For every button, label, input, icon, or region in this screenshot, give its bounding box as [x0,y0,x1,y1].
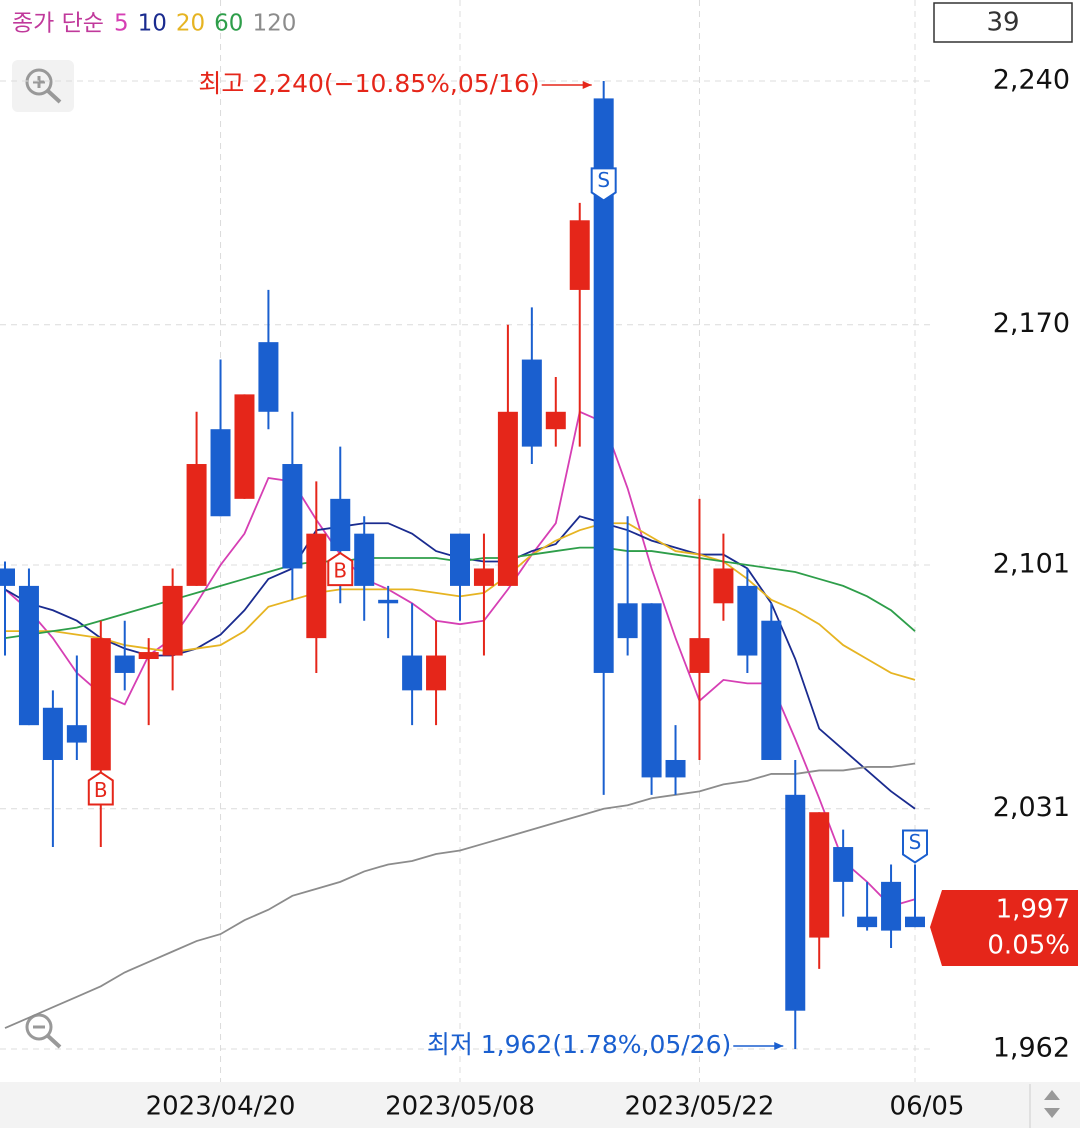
signal-badge [327,551,354,587]
high-annotation: 최고 2,240(−10.85%,05/16) [198,69,539,98]
candle-body [569,220,590,290]
candle-body [665,759,686,778]
zoom-in-icon[interactable] [25,68,53,96]
zoom-out-icon[interactable] [25,1013,53,1041]
candle-body [593,98,614,673]
candle-body [42,707,63,760]
signal-label: B [94,778,108,802]
x-tick-label: 06/05 [890,1092,965,1122]
change-label: 0.05% [987,931,1070,961]
candle-body [809,812,830,938]
price-tag [930,890,1078,966]
signal-badge [590,167,617,202]
candle-body [258,342,279,412]
legend-entry: 10 [138,11,167,37]
zoom-in[interactable] [12,60,74,112]
candle-body [497,411,518,586]
candle-body [737,585,758,656]
zoom-in-icon[interactable] [46,89,62,104]
candle-body [378,599,399,604]
candle-body [833,847,854,882]
candle-body [857,916,878,928]
candle-body [689,638,710,673]
signal-badge [902,829,928,864]
candle-body [713,568,734,604]
signal-marker: S [902,829,928,864]
count-label: 39 [986,8,1019,38]
annotation-arrowhead [582,81,592,89]
candle-body [162,585,183,656]
candle-body [881,881,902,931]
ma-line [4,762,916,1029]
candle-body [66,725,87,743]
signal-label: S [597,168,610,192]
candle-body [114,655,135,673]
candle-body [426,655,447,691]
signal-label: B [333,559,347,583]
signal-marker: B [87,771,114,806]
candle-body [545,411,566,430]
candle-body [306,533,327,639]
candle-body [761,620,782,760]
scroll-up[interactable] [1044,1090,1060,1100]
candle-body [617,603,638,639]
legend-title: 종가 단순 [12,11,104,37]
signal-label: S [909,830,922,854]
scroll-down[interactable] [1044,1108,1060,1118]
signal-marker: S [590,167,617,202]
candle-body [473,568,494,586]
candle-body [354,533,375,586]
annotation-arrowhead [774,1042,784,1050]
legend-entry: 120 [252,11,296,37]
zoom-in-bg[interactable] [12,60,74,112]
candle-body [282,464,303,569]
x-tick-label: 2023/05/22 [625,1092,775,1122]
scroll-control[interactable] [1029,1084,1060,1128]
count-box[interactable] [933,2,1073,43]
x-tick-label: 2023/05/08 [385,1092,535,1122]
candle-body [330,498,351,552]
candle-body [90,638,111,771]
signal-badge [87,771,114,806]
zoom-out-icon[interactable] [46,1034,62,1049]
y-tick-label: 2,031 [993,792,1070,823]
candle-body [402,655,423,691]
candle-body [450,533,470,586]
legend-entry: 5 [114,11,129,37]
candle-body [0,568,15,586]
y-tick-label: 2,240 [993,65,1070,96]
legend-entry: 20 [176,11,205,37]
low-annotation: 최저 1,962(1.78%,05/26) [427,1030,731,1059]
candle-body [210,429,231,517]
x-tick-label: 2023/04/20 [146,1092,296,1122]
y-tick-label: 2,170 [993,308,1070,339]
candle-body [186,464,207,586]
price-tag-label: 1,997 [996,895,1070,925]
zoom-out[interactable] [25,1013,62,1049]
x-axis-band [0,1082,1080,1128]
y-tick-label: 1,962 [993,1033,1070,1064]
y-tick-label: 2,101 [993,549,1070,580]
legend-entry: 60 [214,11,243,37]
candle-body [905,916,925,928]
candle-body [785,794,806,1011]
candle-body [18,585,39,726]
signal-marker: B [327,551,354,587]
candle-body [234,394,255,499]
candle-body [138,652,159,660]
candle-body [521,359,542,447]
candle-body [641,603,662,778]
